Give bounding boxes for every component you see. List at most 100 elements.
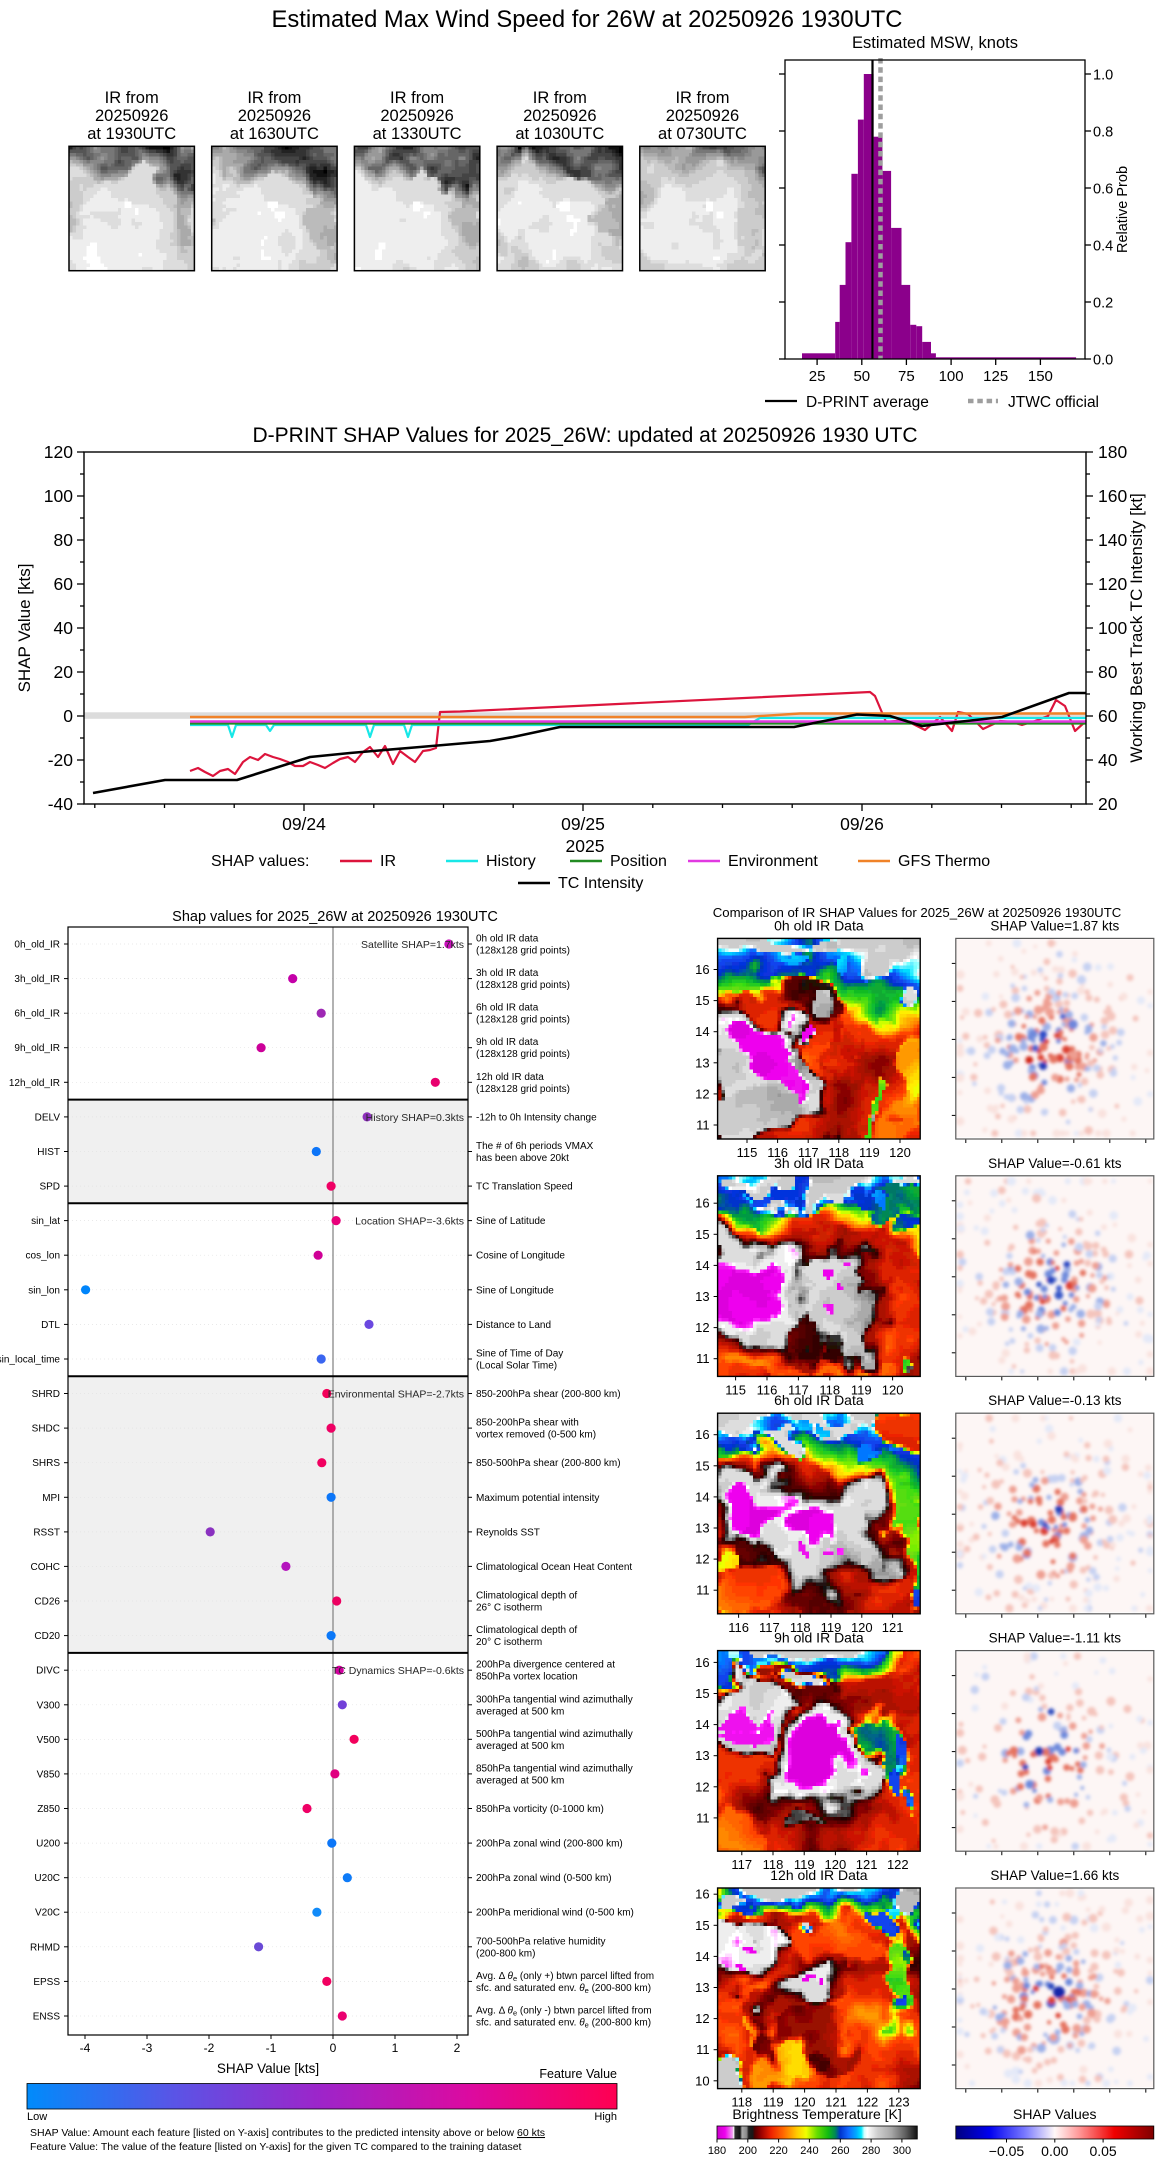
svg-text:IR from: IR from xyxy=(247,89,301,107)
svg-text:20° C isotherm: 20° C isotherm xyxy=(476,1637,542,1648)
svg-text:Climatological depth of: Climatological depth of xyxy=(476,1625,577,1636)
svg-text:119: 119 xyxy=(794,1857,815,1872)
svg-text:cos_lon: cos_lon xyxy=(26,1251,60,1262)
svg-text:Sine of Time of Day: Sine of Time of Day xyxy=(476,1349,563,1360)
svg-text:−0.05: −0.05 xyxy=(989,2143,1025,2158)
svg-text:9h old IR Data: 9h old IR Data xyxy=(774,1630,864,1646)
svg-text:16: 16 xyxy=(695,1427,709,1442)
svg-text:100: 100 xyxy=(1098,618,1127,638)
svg-text:Environmental SHAP=-2.7kts: Environmental SHAP=-2.7kts xyxy=(328,1389,464,1401)
svg-text:15: 15 xyxy=(695,1458,709,1473)
svg-text:averaged at 500 km: averaged at 500 km xyxy=(476,1706,564,1717)
svg-text:117: 117 xyxy=(759,1620,780,1635)
svg-text:9h_old_IR: 9h_old_IR xyxy=(14,1043,60,1054)
svg-text:Location SHAP=-3.6kts: Location SHAP=-3.6kts xyxy=(355,1216,464,1228)
svg-text:200: 200 xyxy=(739,2145,757,2157)
svg-text:SHAP Value=-0.61 kts: SHAP Value=-0.61 kts xyxy=(988,1156,1122,1171)
svg-text:(128x128 grid points): (128x128 grid points) xyxy=(476,1084,570,1095)
svg-text:200hPa meridional wind (0-500: 200hPa meridional wind (0-500 km) xyxy=(476,1908,634,1919)
svg-text:40: 40 xyxy=(54,618,74,638)
svg-text:at 1030UTC: at 1030UTC xyxy=(515,125,604,143)
svg-text:280: 280 xyxy=(862,2145,880,2157)
svg-text:-1: -1 xyxy=(266,2041,277,2055)
svg-text:15: 15 xyxy=(695,1686,709,1701)
svg-text:TC Translation Speed: TC Translation Speed xyxy=(476,1182,573,1193)
svg-text:The # of 6h periods VMAX: The # of 6h periods VMAX xyxy=(476,1141,594,1152)
svg-text:09/25: 09/25 xyxy=(561,814,605,834)
svg-text:100: 100 xyxy=(939,368,964,385)
svg-text:118: 118 xyxy=(763,1857,784,1872)
svg-text:SPD: SPD xyxy=(39,1182,60,1193)
svg-text:Estimated Max Wind Speed for 2: Estimated Max Wind Speed for 26W at 2025… xyxy=(272,6,903,33)
svg-text:60: 60 xyxy=(54,574,74,594)
svg-text:Satellite SHAP=1.7kts: Satellite SHAP=1.7kts xyxy=(361,939,464,951)
svg-text:200hPa zonal wind (200-800 km): 200hPa zonal wind (200-800 km) xyxy=(476,1839,623,1850)
svg-text:120: 120 xyxy=(889,1145,911,1160)
svg-text:11: 11 xyxy=(696,1810,710,1825)
svg-text:DIVC: DIVC xyxy=(36,1666,60,1677)
svg-text:11: 11 xyxy=(696,1583,710,1598)
svg-text:(Local Solar Time): (Local Solar Time) xyxy=(476,1361,557,1372)
svg-text:09/26: 09/26 xyxy=(840,814,884,834)
svg-text:IR from: IR from xyxy=(105,89,159,107)
svg-text:Avg. Δ θe​ (only -) btwn parce: Avg. Δ θe​ (only -) btwn parcel lifted f… xyxy=(476,2006,652,2018)
svg-text:Feature Value: Feature Value xyxy=(539,2067,617,2081)
svg-text:SHDC: SHDC xyxy=(32,1424,60,1435)
svg-text:2025: 2025 xyxy=(566,836,605,856)
svg-text:13: 13 xyxy=(695,1055,709,1070)
svg-text:118: 118 xyxy=(790,1620,811,1635)
svg-text:117: 117 xyxy=(798,1145,819,1160)
svg-text:14: 14 xyxy=(695,1024,709,1039)
svg-text:80: 80 xyxy=(54,530,74,550)
svg-text:JTWC official: JTWC official xyxy=(1008,394,1099,411)
svg-text:50: 50 xyxy=(853,368,870,385)
svg-text:HIST: HIST xyxy=(37,1147,60,1158)
svg-text:120: 120 xyxy=(851,1620,873,1635)
svg-text:COHC: COHC xyxy=(31,1562,60,1573)
svg-text:6h old IR data: 6h old IR data xyxy=(476,1003,539,1014)
svg-text:averaged at 500 km: averaged at 500 km xyxy=(476,1741,564,1752)
svg-text:D-PRINT SHAP Values for 2025_2: D-PRINT SHAP Values for 2025_26W: update… xyxy=(252,424,917,447)
svg-text:12: 12 xyxy=(695,1086,709,1101)
svg-text:121: 121 xyxy=(825,2095,847,2110)
svg-text:500hPa tangential wind azimuth: 500hPa tangential wind azimuthally xyxy=(476,1729,633,1740)
svg-text:20250926: 20250926 xyxy=(95,107,168,125)
svg-text:MPI: MPI xyxy=(42,1493,60,1504)
svg-text:3h_old_IR: 3h_old_IR xyxy=(14,974,60,985)
svg-text:14: 14 xyxy=(695,1258,709,1273)
svg-text:V300: V300 xyxy=(37,1700,61,1711)
svg-text:12: 12 xyxy=(695,1552,709,1567)
svg-text:Environment: Environment xyxy=(728,853,818,870)
svg-text:RSST: RSST xyxy=(33,1527,60,1538)
svg-text:122: 122 xyxy=(887,1857,909,1872)
svg-text:at 1330UTC: at 1330UTC xyxy=(373,125,462,143)
svg-text:850hPa vortex location: 850hPa vortex location xyxy=(476,1672,578,1683)
svg-text:119: 119 xyxy=(859,1145,880,1160)
svg-text:EPSS: EPSS xyxy=(33,1977,60,1988)
svg-text:IR from: IR from xyxy=(675,89,729,107)
svg-text:850-500hPa shear (200-800 km): 850-500hPa shear (200-800 km) xyxy=(476,1458,621,1469)
svg-text:10: 10 xyxy=(695,2073,709,2088)
svg-text:200hPa divergence centered at: 200hPa divergence centered at xyxy=(476,1660,615,1671)
svg-text:averaged at 500 km: averaged at 500 km xyxy=(476,1775,564,1786)
svg-text:Distance to Land: Distance to Land xyxy=(476,1320,551,1331)
svg-text:118: 118 xyxy=(731,2095,752,2110)
svg-text:260: 260 xyxy=(831,2145,849,2157)
svg-text:850-200hPa shear with: 850-200hPa shear with xyxy=(476,1418,579,1429)
svg-text:13: 13 xyxy=(695,1980,709,1995)
svg-text:(128x128 grid points): (128x128 grid points) xyxy=(476,946,570,957)
svg-text:116: 116 xyxy=(767,1145,788,1160)
svg-text:120: 120 xyxy=(794,2095,816,2110)
svg-text:(128x128 grid points): (128x128 grid points) xyxy=(476,1049,570,1060)
svg-text:SHAP Value=1.87 kts: SHAP Value=1.87 kts xyxy=(990,918,1119,933)
svg-text:0.2: 0.2 xyxy=(1093,296,1113,312)
svg-text:200hPa zonal wind (0-500 km): 200hPa zonal wind (0-500 km) xyxy=(476,1873,612,1884)
svg-text:0.05: 0.05 xyxy=(1089,2143,1116,2158)
svg-text:11: 11 xyxy=(696,1118,710,1133)
svg-text:Climatological depth of: Climatological depth of xyxy=(476,1591,577,1602)
svg-text:20: 20 xyxy=(1098,794,1118,814)
svg-text:V850: V850 xyxy=(37,1769,61,1780)
svg-text:vortex removed (0-500 km): vortex removed (0-500 km) xyxy=(476,1430,596,1441)
svg-text:140: 140 xyxy=(1098,530,1127,550)
svg-text:13: 13 xyxy=(695,1521,709,1536)
